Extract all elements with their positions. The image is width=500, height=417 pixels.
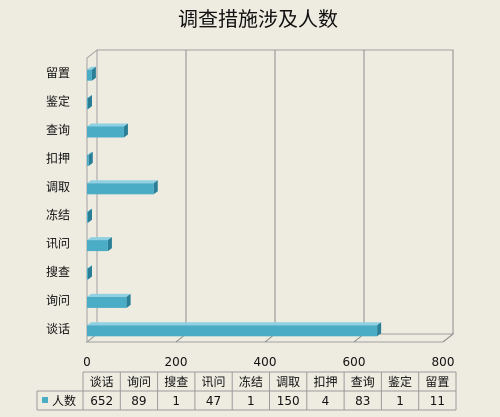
bar: [87, 208, 92, 223]
bar: [87, 123, 128, 138]
data-table: 谈话 652 询问 89 搜查 1 讯问 47 冻结 1 调取 150 扣押 4 查询 83 鉴定 1 留置 11 人数: [36, 371, 457, 411]
plot-area: 0 200 400 600 800 谈话 询问 搜查 讯问 冻结 调取 扣押 查询 鉴定 留置: [46, 48, 455, 369]
table-header-cell: 查询: [351, 375, 375, 389]
table-header-cell: 讯问: [202, 375, 226, 389]
table-header-cell: 搜查: [164, 374, 188, 389]
bar-top: [87, 95, 92, 99]
table-header-cell: 扣押: [313, 375, 337, 389]
table-value-cell: 1: [172, 394, 180, 408]
y-category-label: 谈话: [46, 322, 70, 336]
bar-front: [87, 296, 127, 308]
bar-side: [377, 322, 382, 337]
table-header-cell: 询问: [127, 375, 151, 389]
bar-top: [87, 151, 93, 155]
bar-side: [88, 208, 92, 223]
bar-front: [87, 268, 88, 280]
bar: [87, 151, 93, 166]
y-category-label: 查询: [46, 123, 70, 137]
bar-side: [91, 66, 96, 81]
bar-side: [88, 95, 92, 110]
bar-side: [88, 151, 93, 166]
bar-front: [87, 154, 89, 166]
bar-front: [87, 126, 124, 138]
bar: [87, 66, 96, 81]
table-value-cell: 652: [90, 394, 113, 408]
y-category-label: 询问: [46, 293, 70, 307]
gridline-floor: [442, 333, 454, 343]
bar-top: [87, 237, 112, 241]
bar-side: [123, 123, 128, 138]
bar-front: [87, 98, 88, 110]
bar-front: [87, 69, 92, 81]
table-value-cell: 11: [430, 394, 445, 408]
legend-series-name: 人数: [52, 393, 76, 408]
bar-top: [87, 180, 158, 184]
y-category-label: 搜查: [46, 264, 70, 279]
chart-title: 调查措施涉及人数: [178, 7, 338, 31]
y-category-label: 留置: [46, 66, 70, 80]
bar: [87, 237, 112, 252]
x-tick-label: 400: [254, 355, 277, 369]
bar-top: [87, 123, 128, 127]
bar: [87, 265, 92, 280]
table-value-cell: 83: [355, 394, 370, 408]
x-tick-label: 800: [432, 355, 455, 369]
bar-top: [87, 293, 131, 297]
bar-top: [87, 322, 382, 326]
y-category-label: 讯问: [46, 237, 70, 251]
x-tick-label: 200: [165, 355, 188, 369]
table-value-cell: 47: [206, 394, 221, 408]
table-value-cell: 89: [131, 394, 146, 408]
legend-key: [42, 397, 48, 403]
y-category-label: 扣押: [46, 151, 70, 165]
bar-side: [126, 293, 131, 308]
y-category-label: 调取: [46, 180, 70, 194]
table-value-cell: 1: [396, 394, 404, 408]
table-header-cell: 鉴定: [388, 374, 412, 389]
x-tick-label: 0: [83, 355, 91, 369]
table-header-cell: 谈话: [90, 375, 114, 389]
y-category-label: 冻结: [46, 207, 70, 222]
bar-side: [88, 265, 92, 280]
y-category-label: 鉴定: [46, 94, 70, 109]
table-header-cell: 冻结: [239, 374, 263, 389]
bar-side: [153, 180, 158, 195]
table-header-cell: 调取: [276, 375, 300, 389]
bar-top: [87, 66, 96, 70]
bar-front: [87, 240, 108, 252]
bar: [87, 95, 92, 110]
bar: [87, 293, 131, 308]
bar-front: [87, 325, 378, 337]
table-header-cell: 留置: [425, 375, 449, 389]
bar: [87, 322, 382, 337]
bar-side: [107, 237, 112, 252]
bar-top: [87, 265, 92, 269]
bar-front: [87, 211, 88, 223]
table-value-cell: 150: [277, 394, 300, 408]
table-value-cell: 1: [247, 394, 255, 408]
x-tick-label: 600: [343, 355, 366, 369]
table-value-cell: 4: [322, 394, 330, 408]
bar-front: [87, 183, 154, 195]
bar: [87, 180, 158, 195]
bar-top: [87, 208, 92, 212]
